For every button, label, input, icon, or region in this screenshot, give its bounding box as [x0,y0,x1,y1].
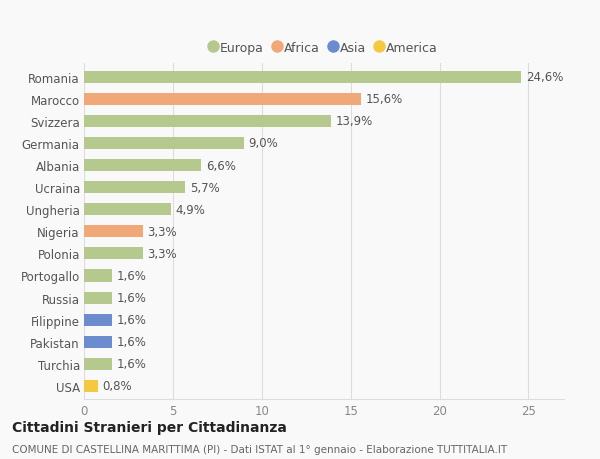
Bar [84,292,112,304]
Bar [84,138,244,150]
Text: 24,6%: 24,6% [526,71,563,84]
Text: 9,0%: 9,0% [248,137,278,150]
Text: 3,3%: 3,3% [147,247,177,260]
Text: 1,6%: 1,6% [117,358,147,370]
Text: 1,6%: 1,6% [117,336,147,348]
Bar [84,248,143,260]
Text: 1,6%: 1,6% [117,269,147,282]
Bar [84,314,112,326]
Text: 0,8%: 0,8% [103,380,132,392]
Bar [84,204,171,216]
Text: 4,9%: 4,9% [176,203,205,216]
Text: 5,7%: 5,7% [190,181,220,194]
Text: 6,6%: 6,6% [206,159,236,172]
Bar [84,270,112,282]
Text: COMUNE DI CASTELLINA MARITTIMA (PI) - Dati ISTAT al 1° gennaio - Elaborazione TU: COMUNE DI CASTELLINA MARITTIMA (PI) - Da… [12,444,507,454]
Bar [84,182,185,194]
Text: Cittadini Stranieri per Cittadinanza: Cittadini Stranieri per Cittadinanza [12,420,287,434]
Bar [84,72,521,84]
Bar [84,116,331,128]
Bar [84,226,143,238]
Bar [84,160,202,172]
Bar [84,358,112,370]
Bar [84,336,112,348]
Text: 3,3%: 3,3% [147,225,177,238]
Bar [84,94,361,106]
Text: 15,6%: 15,6% [366,93,403,106]
Bar [84,380,98,392]
Text: 1,6%: 1,6% [117,313,147,326]
Text: 1,6%: 1,6% [117,291,147,304]
Legend: Europa, Africa, Asia, America: Europa, Africa, Asia, America [210,42,438,55]
Text: 13,9%: 13,9% [335,115,373,128]
